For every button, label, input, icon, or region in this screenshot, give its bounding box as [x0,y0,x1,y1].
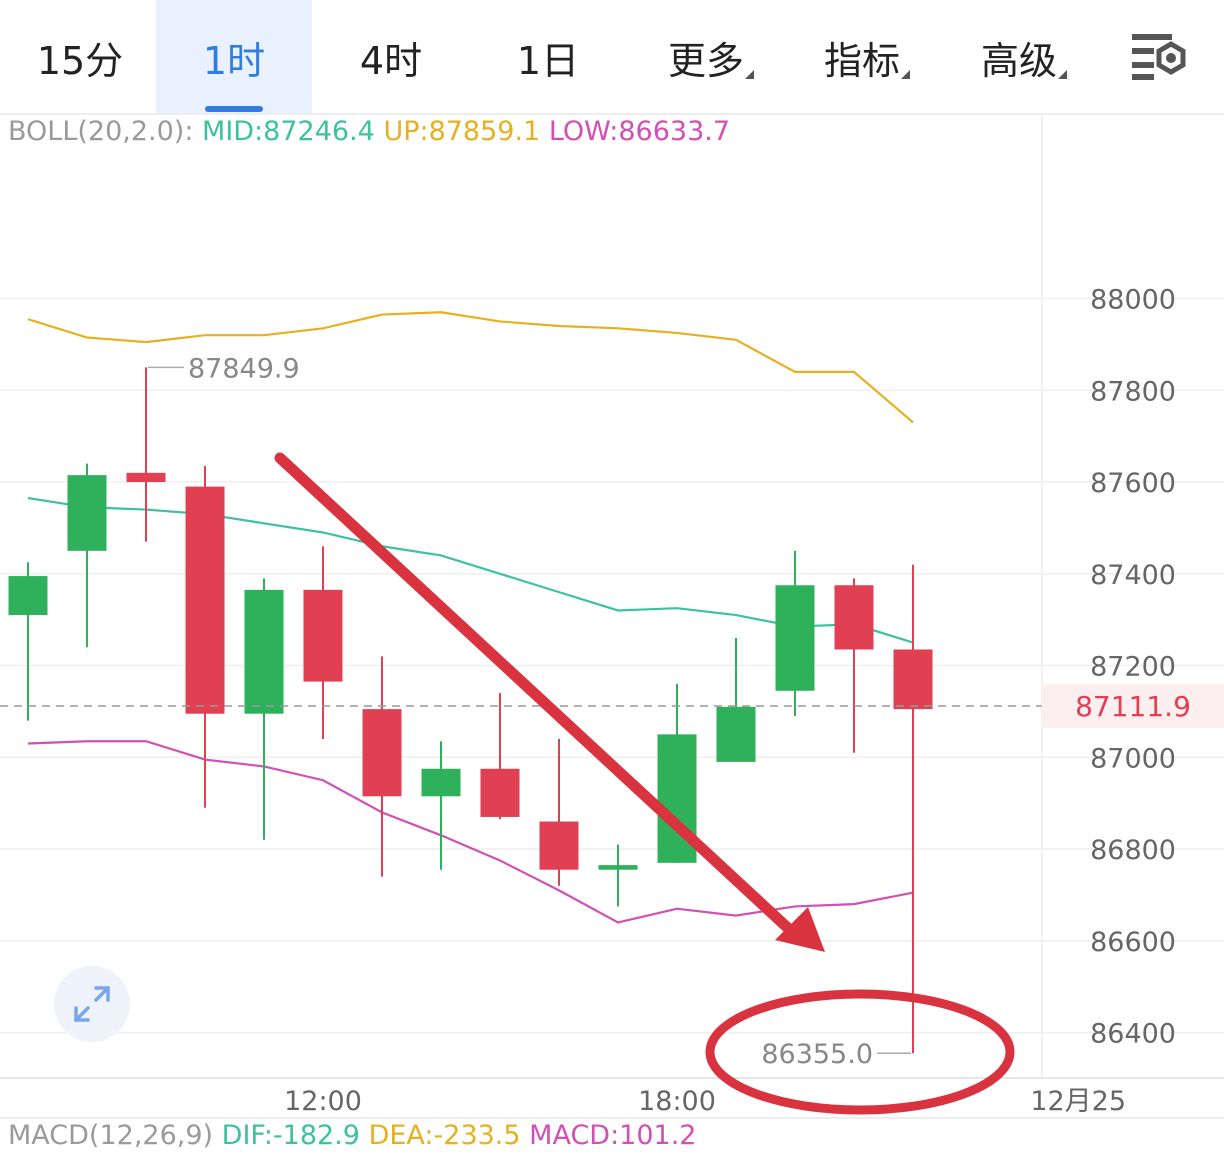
tab-label: 15分 [36,38,124,83]
candle-body [775,585,815,691]
y-tick-label: 86600 [1090,927,1176,958]
tab-4[interactable]: 更多 [628,0,784,114]
dropdown-corner-icon [745,70,754,79]
dropdown-corner-icon [1058,70,1067,79]
tab-label: 高级 [980,38,1057,83]
tab-3[interactable]: 1日 [470,0,626,114]
chart-settings-button[interactable] [1126,28,1190,86]
expand-chart-button[interactable] [54,966,130,1042]
chart-settings-icon [1132,34,1186,80]
macd-name: MACD(12,26,9) [8,1120,214,1151]
boll-mid-value: MID:87246.4 [202,116,375,147]
candle-body [480,768,520,817]
candle-body [834,585,874,650]
candle-body [8,576,48,616]
boll-up-value: UP:87859.1 [383,116,541,147]
tab-label: 1时 [202,38,266,83]
tab-0[interactable]: 15分 [2,0,158,114]
candle-body [244,589,284,714]
boll-mid-line [27,496,914,644]
candle-body [67,475,107,551]
annotation-circle [705,989,1015,1115]
boll-name: BOLL(20,2.0): [8,116,194,147]
y-tick-label: 87200 [1090,652,1176,683]
timeframe-tab-bar: 15分 1时 4时 1日 更多 指标 高级 [0,0,1224,114]
dropdown-corner-icon [901,70,910,79]
boll-low-value: LOW:86633.7 [548,116,731,147]
tab-1[interactable]: 1时 [156,0,312,114]
y-tick-label: 87800 [1090,376,1176,407]
candle-body [893,649,933,710]
x-tick-label: 18:00 [638,1086,716,1117]
tab-2[interactable]: 4时 [313,0,469,114]
expand-arrows-icon [74,986,110,1022]
max-price-label: 87849.9 [188,353,300,384]
candle-body [539,821,579,870]
macd-macd-value: MACD:101.2 [529,1120,697,1151]
y-tick-label: 87600 [1090,468,1176,499]
x-tick-label: 12:00 [284,1086,362,1117]
macd-dea-value: DEA:-233.5 [368,1120,521,1151]
y-tick-label: 87400 [1090,560,1176,591]
tab-label: 更多 [667,38,744,83]
candle-body [185,486,225,714]
y-tick-label: 86800 [1090,835,1176,866]
tab-5[interactable]: 指标 [784,0,940,114]
annotation-arrow-head [775,907,825,952]
x-tick-label: 12月25 [1030,1086,1126,1117]
y-tick-label: 88000 [1090,285,1176,316]
active-tab-indicator [205,106,263,112]
boll-indicator-legend: BOLL(20,2.0): MID:87246.4 UP:87859.1 LOW… [8,116,730,147]
candle-body [362,709,402,797]
macd-indicator-legend: MACD(12,26,9) DIF:-182.9 DEA:-233.5 MACD… [8,1120,696,1151]
tab-6[interactable]: 高级 [941,0,1097,114]
boll-upper-line [27,311,914,424]
y-tick-label: 87000 [1090,743,1176,774]
candle-body [716,706,756,762]
tab-label: 4时 [359,38,423,83]
annotation-arrow-shaft [274,452,796,936]
candle-body [421,768,461,797]
boll-lower-line [27,740,914,924]
candle-body [126,472,166,483]
candle-body [598,865,638,870]
candle-body [303,589,343,682]
y-tick-label: 86400 [1090,1019,1176,1050]
macd-dif-value: DIF:-182.9 [221,1120,360,1151]
current-price-label: 87111.9 [1075,690,1191,723]
current-price-tag [1042,683,1224,728]
min-price-label: 86355.0 [761,1039,873,1070]
tab-label: 1日 [516,38,580,83]
tab-label: 指标 [823,38,900,83]
